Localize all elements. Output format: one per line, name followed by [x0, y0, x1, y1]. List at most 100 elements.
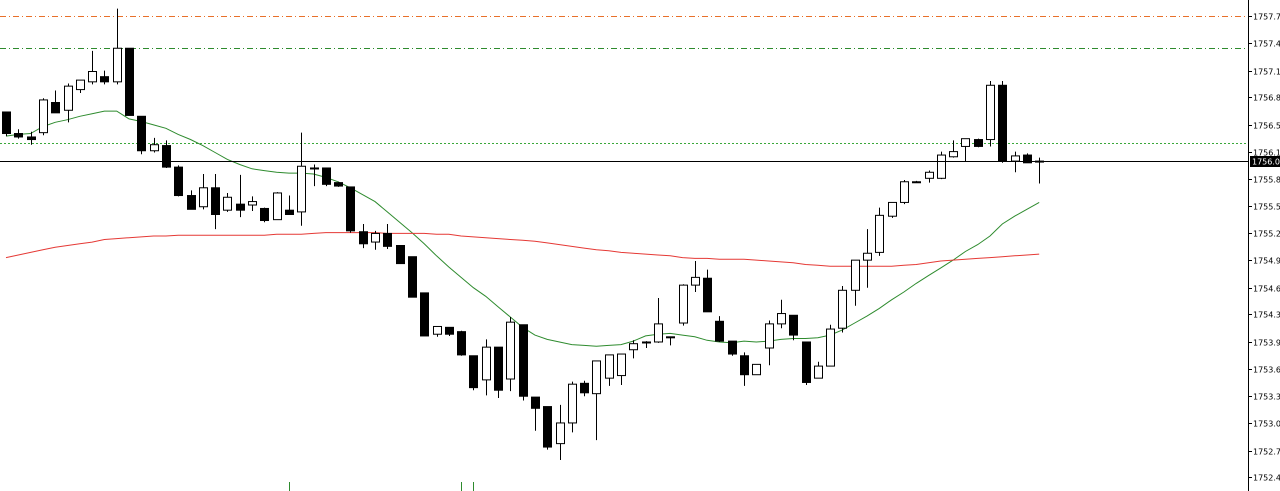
candle [310, 164, 319, 187]
candle-body [2, 111, 11, 135]
candle [949, 140, 958, 158]
candle-body [506, 321, 515, 380]
candle [445, 326, 454, 336]
candle-body [359, 231, 368, 245]
price-axis-label: 1757.13 [1253, 68, 1280, 77]
candle [912, 180, 921, 184]
candle-body [64, 85, 73, 111]
candle [838, 285, 847, 333]
candle [568, 381, 577, 433]
candle [297, 132, 306, 226]
candle [199, 174, 208, 210]
candle [64, 83, 73, 123]
candle-body [457, 331, 466, 356]
candle [814, 361, 823, 379]
candle [592, 360, 601, 441]
candle-body [863, 252, 872, 261]
candle-body [187, 195, 196, 210]
candle-body [777, 313, 786, 325]
candle [260, 207, 269, 223]
candle [691, 261, 700, 293]
candle [346, 186, 355, 233]
candle-body [986, 84, 995, 141]
candle-body [223, 196, 232, 211]
candle [150, 137, 159, 153]
candle-body [925, 171, 934, 179]
candle-body [199, 187, 208, 208]
candle [236, 174, 245, 218]
moving-averages [5, 110, 1040, 347]
current-price-tag: 1756.08 [1250, 156, 1280, 167]
candle [273, 192, 282, 221]
candle-body [334, 182, 343, 187]
candle [187, 190, 196, 210]
price-axis-label: 1754.61 [1253, 285, 1280, 294]
price-axis-label: 1756.82 [1253, 94, 1280, 103]
candle-body [740, 355, 749, 376]
candle [802, 341, 811, 386]
candle [629, 340, 638, 359]
candle [556, 404, 565, 460]
candle [494, 346, 503, 398]
candle-body [937, 154, 946, 179]
price-axis[interactable]: 1757.77 1757.45 1757.13 1756.82 1756.50 1756.… [1248, 13, 1280, 483]
candle [543, 406, 552, 450]
price-axis-label: 1757.77 [1253, 13, 1280, 22]
price-axis-label: 1752.72 [1253, 448, 1280, 457]
candle-body [789, 314, 798, 336]
candle-body [383, 232, 392, 247]
candle [937, 151, 946, 180]
price-axis-label: 1753.04 [1253, 420, 1280, 429]
candle-body [260, 207, 269, 222]
candle-body [76, 79, 85, 91]
candle-body [51, 102, 60, 114]
candle [986, 80, 995, 147]
candle [248, 196, 257, 212]
candle-body [14, 133, 23, 138]
candle-body [150, 144, 159, 152]
candle [642, 341, 651, 349]
candle-body [875, 214, 884, 253]
price-axis-label: 1757.45 [1253, 40, 1280, 49]
candle [457, 330, 466, 356]
candle-body [580, 382, 589, 394]
candle [39, 98, 48, 136]
candle-body [556, 422, 565, 445]
candle-body [543, 406, 552, 448]
price-axis-label: 1753.67 [1253, 366, 1280, 375]
candle-body [531, 396, 540, 409]
price-axis-label: 1754.93 [1253, 257, 1280, 266]
candle-body [346, 186, 355, 232]
candle [715, 316, 724, 342]
candle [88, 50, 97, 85]
candle [482, 339, 491, 396]
candle-body [469, 355, 478, 389]
candle-body [420, 292, 429, 337]
candle [408, 256, 417, 298]
price-axis-label: 1755.24 [1253, 230, 1280, 239]
candle-body [494, 346, 503, 391]
candle-body [162, 145, 171, 168]
candle-body [629, 343, 638, 351]
reference-lines [0, 16, 1248, 144]
candle-body [322, 167, 331, 185]
price-axis-label: 1756.50 [1253, 122, 1280, 131]
candle [679, 284, 688, 326]
candle [703, 269, 712, 313]
candle [469, 355, 478, 391]
price-axis-label: 1753.35 [1253, 393, 1280, 402]
series-line-green-moving-average [5, 110, 1040, 347]
candle [125, 47, 134, 116]
candle [76, 79, 85, 94]
candle [211, 174, 220, 230]
candle [420, 292, 429, 337]
candle-body [1023, 154, 1032, 164]
candle [728, 340, 737, 356]
candle [752, 363, 761, 376]
candle [765, 320, 774, 366]
candle [666, 336, 675, 346]
candles [2, 8, 1044, 460]
candle [974, 138, 983, 148]
candle-body [703, 277, 712, 313]
